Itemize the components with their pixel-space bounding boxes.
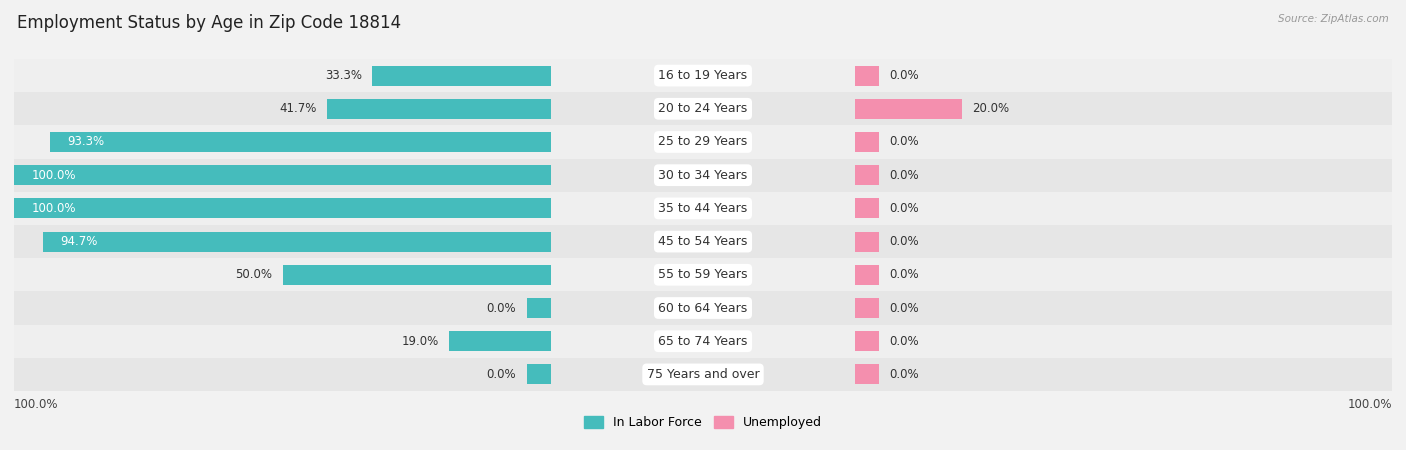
Bar xyxy=(283,265,551,285)
Text: 45 to 54 Years: 45 to 54 Years xyxy=(658,235,748,248)
Bar xyxy=(51,132,551,152)
Text: 30 to 34 Years: 30 to 34 Years xyxy=(658,169,748,182)
Text: 0.0%: 0.0% xyxy=(486,302,516,315)
Text: 20.0%: 20.0% xyxy=(973,102,1010,115)
Bar xyxy=(855,99,962,119)
Text: 25 to 29 Years: 25 to 29 Years xyxy=(658,135,748,148)
Bar xyxy=(855,364,879,384)
Bar xyxy=(14,258,1392,292)
Text: 0.0%: 0.0% xyxy=(890,335,920,348)
Bar xyxy=(527,364,551,384)
Text: 100.0%: 100.0% xyxy=(31,202,76,215)
Bar xyxy=(373,66,551,86)
Legend: In Labor Force, Unemployed: In Labor Force, Unemployed xyxy=(579,411,827,434)
Text: 94.7%: 94.7% xyxy=(60,235,97,248)
Text: 55 to 59 Years: 55 to 59 Years xyxy=(658,268,748,281)
Text: 50.0%: 50.0% xyxy=(235,268,273,281)
Bar xyxy=(42,232,551,252)
Bar xyxy=(855,298,879,318)
Text: 16 to 19 Years: 16 to 19 Years xyxy=(658,69,748,82)
Text: Employment Status by Age in Zip Code 18814: Employment Status by Age in Zip Code 188… xyxy=(17,14,401,32)
Text: 0.0%: 0.0% xyxy=(890,202,920,215)
Text: 75 Years and over: 75 Years and over xyxy=(647,368,759,381)
Bar xyxy=(14,292,1392,324)
Text: 65 to 74 Years: 65 to 74 Years xyxy=(658,335,748,348)
Text: 41.7%: 41.7% xyxy=(280,102,316,115)
Text: 0.0%: 0.0% xyxy=(890,268,920,281)
Text: 93.3%: 93.3% xyxy=(67,135,104,148)
Text: 100.0%: 100.0% xyxy=(1347,398,1392,411)
Bar xyxy=(855,265,879,285)
Text: 60 to 64 Years: 60 to 64 Years xyxy=(658,302,748,315)
Bar xyxy=(14,165,551,185)
Text: 0.0%: 0.0% xyxy=(890,302,920,315)
Text: 33.3%: 33.3% xyxy=(325,69,363,82)
Bar xyxy=(14,225,1392,258)
Text: 0.0%: 0.0% xyxy=(890,368,920,381)
Bar xyxy=(855,232,879,252)
Bar xyxy=(14,126,1392,158)
Bar xyxy=(14,92,1392,126)
Text: 0.0%: 0.0% xyxy=(890,235,920,248)
Bar xyxy=(855,198,879,218)
Bar xyxy=(855,331,879,351)
Bar xyxy=(14,192,1392,225)
Text: 0.0%: 0.0% xyxy=(890,135,920,148)
Bar xyxy=(855,132,879,152)
Bar xyxy=(14,324,1392,358)
Bar xyxy=(14,198,551,218)
Bar xyxy=(450,331,551,351)
Bar xyxy=(14,59,1392,92)
Bar xyxy=(855,165,879,185)
Bar xyxy=(855,66,879,86)
Text: 19.0%: 19.0% xyxy=(402,335,439,348)
Bar xyxy=(14,358,1392,391)
Text: 0.0%: 0.0% xyxy=(890,69,920,82)
Text: Source: ZipAtlas.com: Source: ZipAtlas.com xyxy=(1278,14,1389,23)
Text: 0.0%: 0.0% xyxy=(890,169,920,182)
Bar xyxy=(328,99,551,119)
Text: 0.0%: 0.0% xyxy=(486,368,516,381)
Text: 35 to 44 Years: 35 to 44 Years xyxy=(658,202,748,215)
Bar xyxy=(527,298,551,318)
Text: 100.0%: 100.0% xyxy=(31,169,76,182)
Bar xyxy=(14,158,1392,192)
Text: 20 to 24 Years: 20 to 24 Years xyxy=(658,102,748,115)
Text: 100.0%: 100.0% xyxy=(14,398,59,411)
